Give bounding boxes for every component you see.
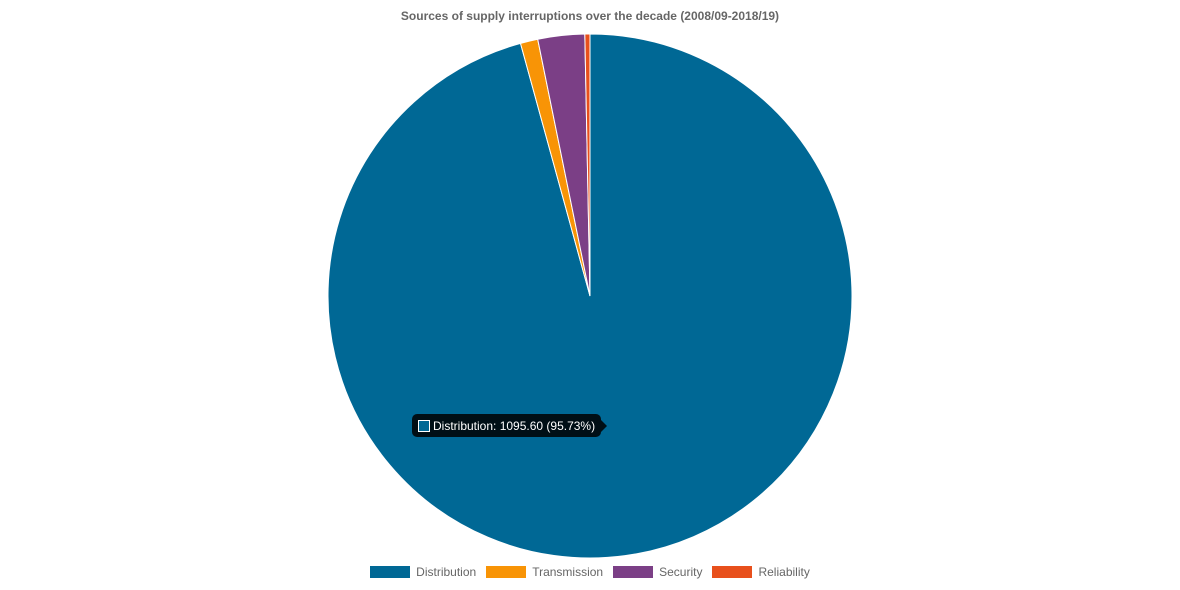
- tooltip-swatch: [418, 419, 430, 432]
- pie-slice-reliability[interactable]: [584, 33, 591, 297]
- legend-label-transmission: Transmission: [532, 565, 604, 579]
- legend-swatch-distribution: [370, 566, 411, 578]
- legend-swatch-transmission: [486, 566, 527, 578]
- legend-label-distribution: Distribution: [416, 565, 477, 579]
- legend-item-security[interactable]: Security: [613, 565, 702, 579]
- legend-swatch-security: [613, 566, 654, 578]
- legend-swatch-reliability: [712, 566, 753, 578]
- chart-title: Sources of supply interruptions over the…: [400, 9, 780, 23]
- legend-item-reliability[interactable]: Reliability: [712, 565, 810, 579]
- tooltip-label: Distribution: 1095.60 (95.73%): [433, 418, 596, 433]
- legend-item-transmission[interactable]: Transmission: [486, 565, 603, 579]
- legend-item-distribution[interactable]: Distribution: [370, 565, 476, 579]
- legend-label-reliability: Reliability: [758, 565, 810, 579]
- chart-tooltip: Distribution: 1095.60 (95.73%): [412, 414, 608, 437]
- legend-label-security: Security: [659, 565, 703, 579]
- chart-legend: Distribution Transmission Security Relia…: [0, 565, 1180, 579]
